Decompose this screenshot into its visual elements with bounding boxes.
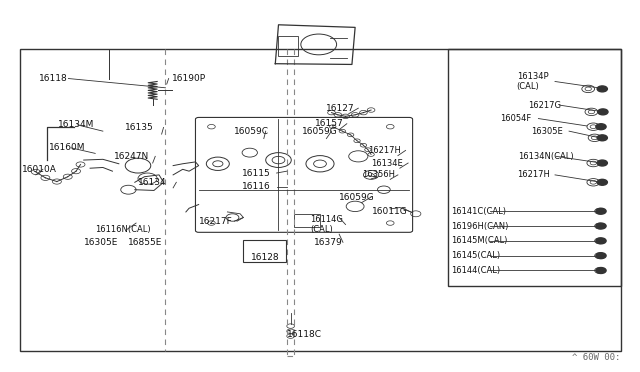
Circle shape [597,135,607,141]
Text: 16010A: 16010A [22,165,58,174]
Text: 16305E: 16305E [531,126,563,136]
Text: 16116N(CAL): 16116N(CAL) [95,225,151,234]
Text: 16114G
(CAL): 16114G (CAL) [310,215,343,234]
Text: 16118: 16118 [39,74,68,83]
Text: 16054F: 16054F [500,114,531,123]
Text: 16116: 16116 [242,182,271,191]
Text: 16059C: 16059C [234,126,269,136]
Bar [243,240,286,262]
Text: ^ 60W 00:: ^ 60W 00: [572,353,620,362]
Text: 16127: 16127 [326,104,355,113]
Text: 16134E: 16134E [371,158,403,167]
Circle shape [597,86,607,92]
Bar [20,49,621,351]
Circle shape [596,124,606,130]
Text: 16247N: 16247N [115,152,150,161]
Text: 16379: 16379 [314,238,342,247]
Text: 16134P
(CAL): 16134P (CAL) [516,72,548,91]
Text: 16134: 16134 [138,178,166,187]
Circle shape [596,223,606,229]
Text: 16135: 16135 [125,123,154,132]
Text: 16128: 16128 [251,253,280,262]
Circle shape [596,267,606,273]
Text: 16145M(CAL): 16145M(CAL) [452,236,508,246]
Text: 16855E: 16855E [129,238,163,247]
Circle shape [597,179,607,185]
Text: 16141C(CAL): 16141C(CAL) [452,207,506,216]
Text: 16160M: 16160M [49,143,86,152]
Text: 16144(CAL): 16144(CAL) [452,266,500,275]
Text: 16356H: 16356H [362,170,395,179]
Text: 16217H: 16217H [516,170,550,179]
Circle shape [596,208,606,214]
Text: 16115: 16115 [242,169,271,177]
Bar [278,36,298,56]
Text: 16190P: 16190P [172,74,206,83]
Text: 16157: 16157 [315,119,344,128]
Text: 16217G: 16217G [528,101,561,110]
Bar [294,214,320,227]
Text: 16217F: 16217F [198,217,232,226]
Circle shape [598,109,608,115]
Text: 16118C: 16118C [287,330,322,339]
Circle shape [596,238,606,244]
Text: 16011G: 16011G [372,208,408,217]
Text: 16145(CAL): 16145(CAL) [452,251,500,260]
Text: 16059G: 16059G [339,193,375,202]
Text: 16134M: 16134M [58,121,95,129]
Text: 16134N(CAL): 16134N(CAL) [518,152,573,161]
Bar [448,49,621,286]
Text: 16196H(CAN): 16196H(CAN) [452,221,509,231]
Circle shape [597,160,607,166]
Text: 16059G: 16059G [302,126,338,136]
Text: 16217H: 16217H [369,146,401,155]
Circle shape [596,253,606,259]
Text: 16305E: 16305E [84,238,118,247]
